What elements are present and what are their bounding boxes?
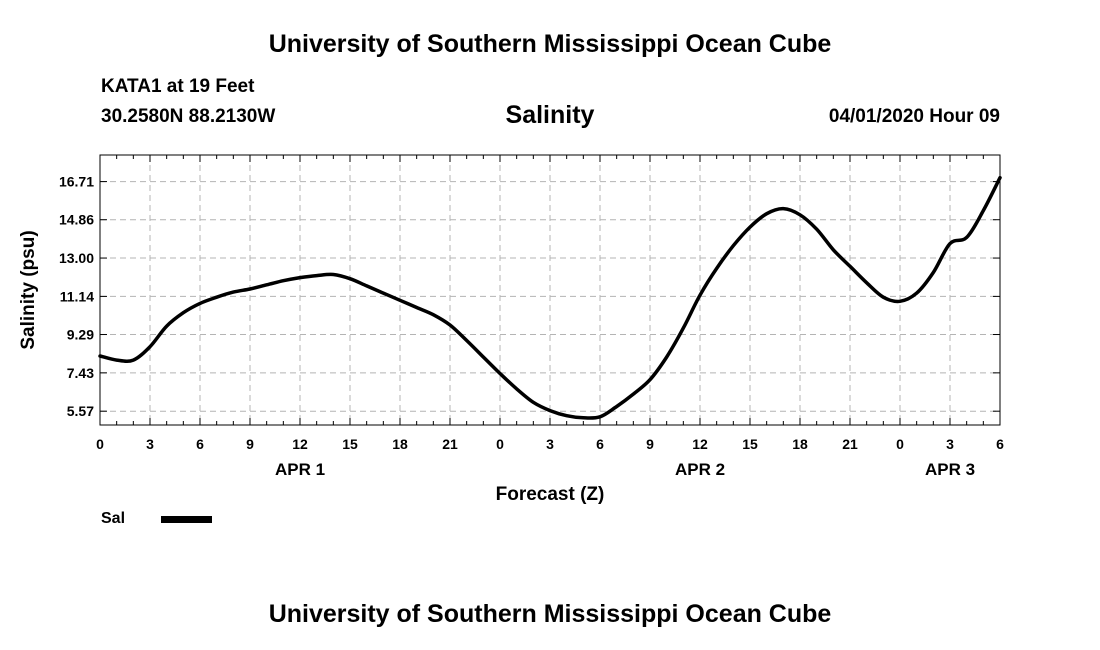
- station-coordinates: 30.2580N 88.2130W: [101, 106, 276, 127]
- x-axis-title: Forecast (Z): [496, 484, 605, 505]
- y-tick-label: 9.29: [67, 327, 94, 343]
- x-tick-label: 3: [946, 436, 954, 452]
- x-tick-label: 21: [842, 436, 858, 452]
- x-tick-label: 15: [742, 436, 758, 452]
- x-tick-label: 6: [196, 436, 204, 452]
- y-tick-label: 11.14: [60, 288, 94, 304]
- x-tick-label: 18: [392, 436, 408, 452]
- x-tick-label: 9: [246, 436, 254, 452]
- x-tick-label: 12: [292, 436, 308, 452]
- axis-ticks: [99, 155, 1001, 425]
- legend-label: Sal: [101, 510, 126, 527]
- x-tick-label: 0: [496, 436, 504, 452]
- axis-labels: 0 3 6 9 12 15 18 21 0 3 6 9 12 15 18 21 0 3 6 APR 1 APR 2 APR…: [59, 174, 1004, 479]
- x-tick-label: 9: [646, 436, 654, 452]
- x-tick-label: 0: [896, 436, 904, 452]
- station-name: KATA1 at 19 Feet: [101, 76, 255, 97]
- forecast-timestamp: 04/01/2020 Hour 09: [828, 106, 1000, 127]
- chart-title: Salinity: [505, 101, 595, 129]
- y-tick-label: 7.43: [67, 365, 94, 381]
- y-tick-label: 5.57: [67, 403, 94, 419]
- day-label: APR 1: [275, 460, 325, 479]
- series-line-salinity: [98, 175, 1002, 420]
- x-tick-label: 15: [342, 436, 358, 452]
- x-tick-label: 6: [596, 436, 604, 452]
- series-layer: [98, 175, 1002, 420]
- x-tick-label: 3: [546, 436, 554, 452]
- x-tick-label: 12: [692, 436, 708, 452]
- x-tick-label: 3: [146, 436, 154, 452]
- x-tick-label: 0: [96, 436, 104, 452]
- legend-swatch: [161, 516, 212, 523]
- y-tick-label: 14.86: [59, 212, 94, 228]
- x-tick-label: 6: [996, 436, 1004, 452]
- x-tick-label: 18: [792, 436, 808, 452]
- x-tick-label: 21: [442, 436, 458, 452]
- y-axis-title: Salinity (psu): [18, 230, 39, 349]
- page-title: University of Southern Mississippi Ocean…: [268, 30, 832, 58]
- y-tick-label: 13.00: [59, 250, 94, 266]
- page-footer: University of Southern Mississippi Ocean…: [268, 600, 832, 628]
- y-tick-label: 16.71: [59, 174, 94, 190]
- day-label: APR 2: [675, 460, 725, 479]
- day-label: APR 3: [925, 460, 975, 479]
